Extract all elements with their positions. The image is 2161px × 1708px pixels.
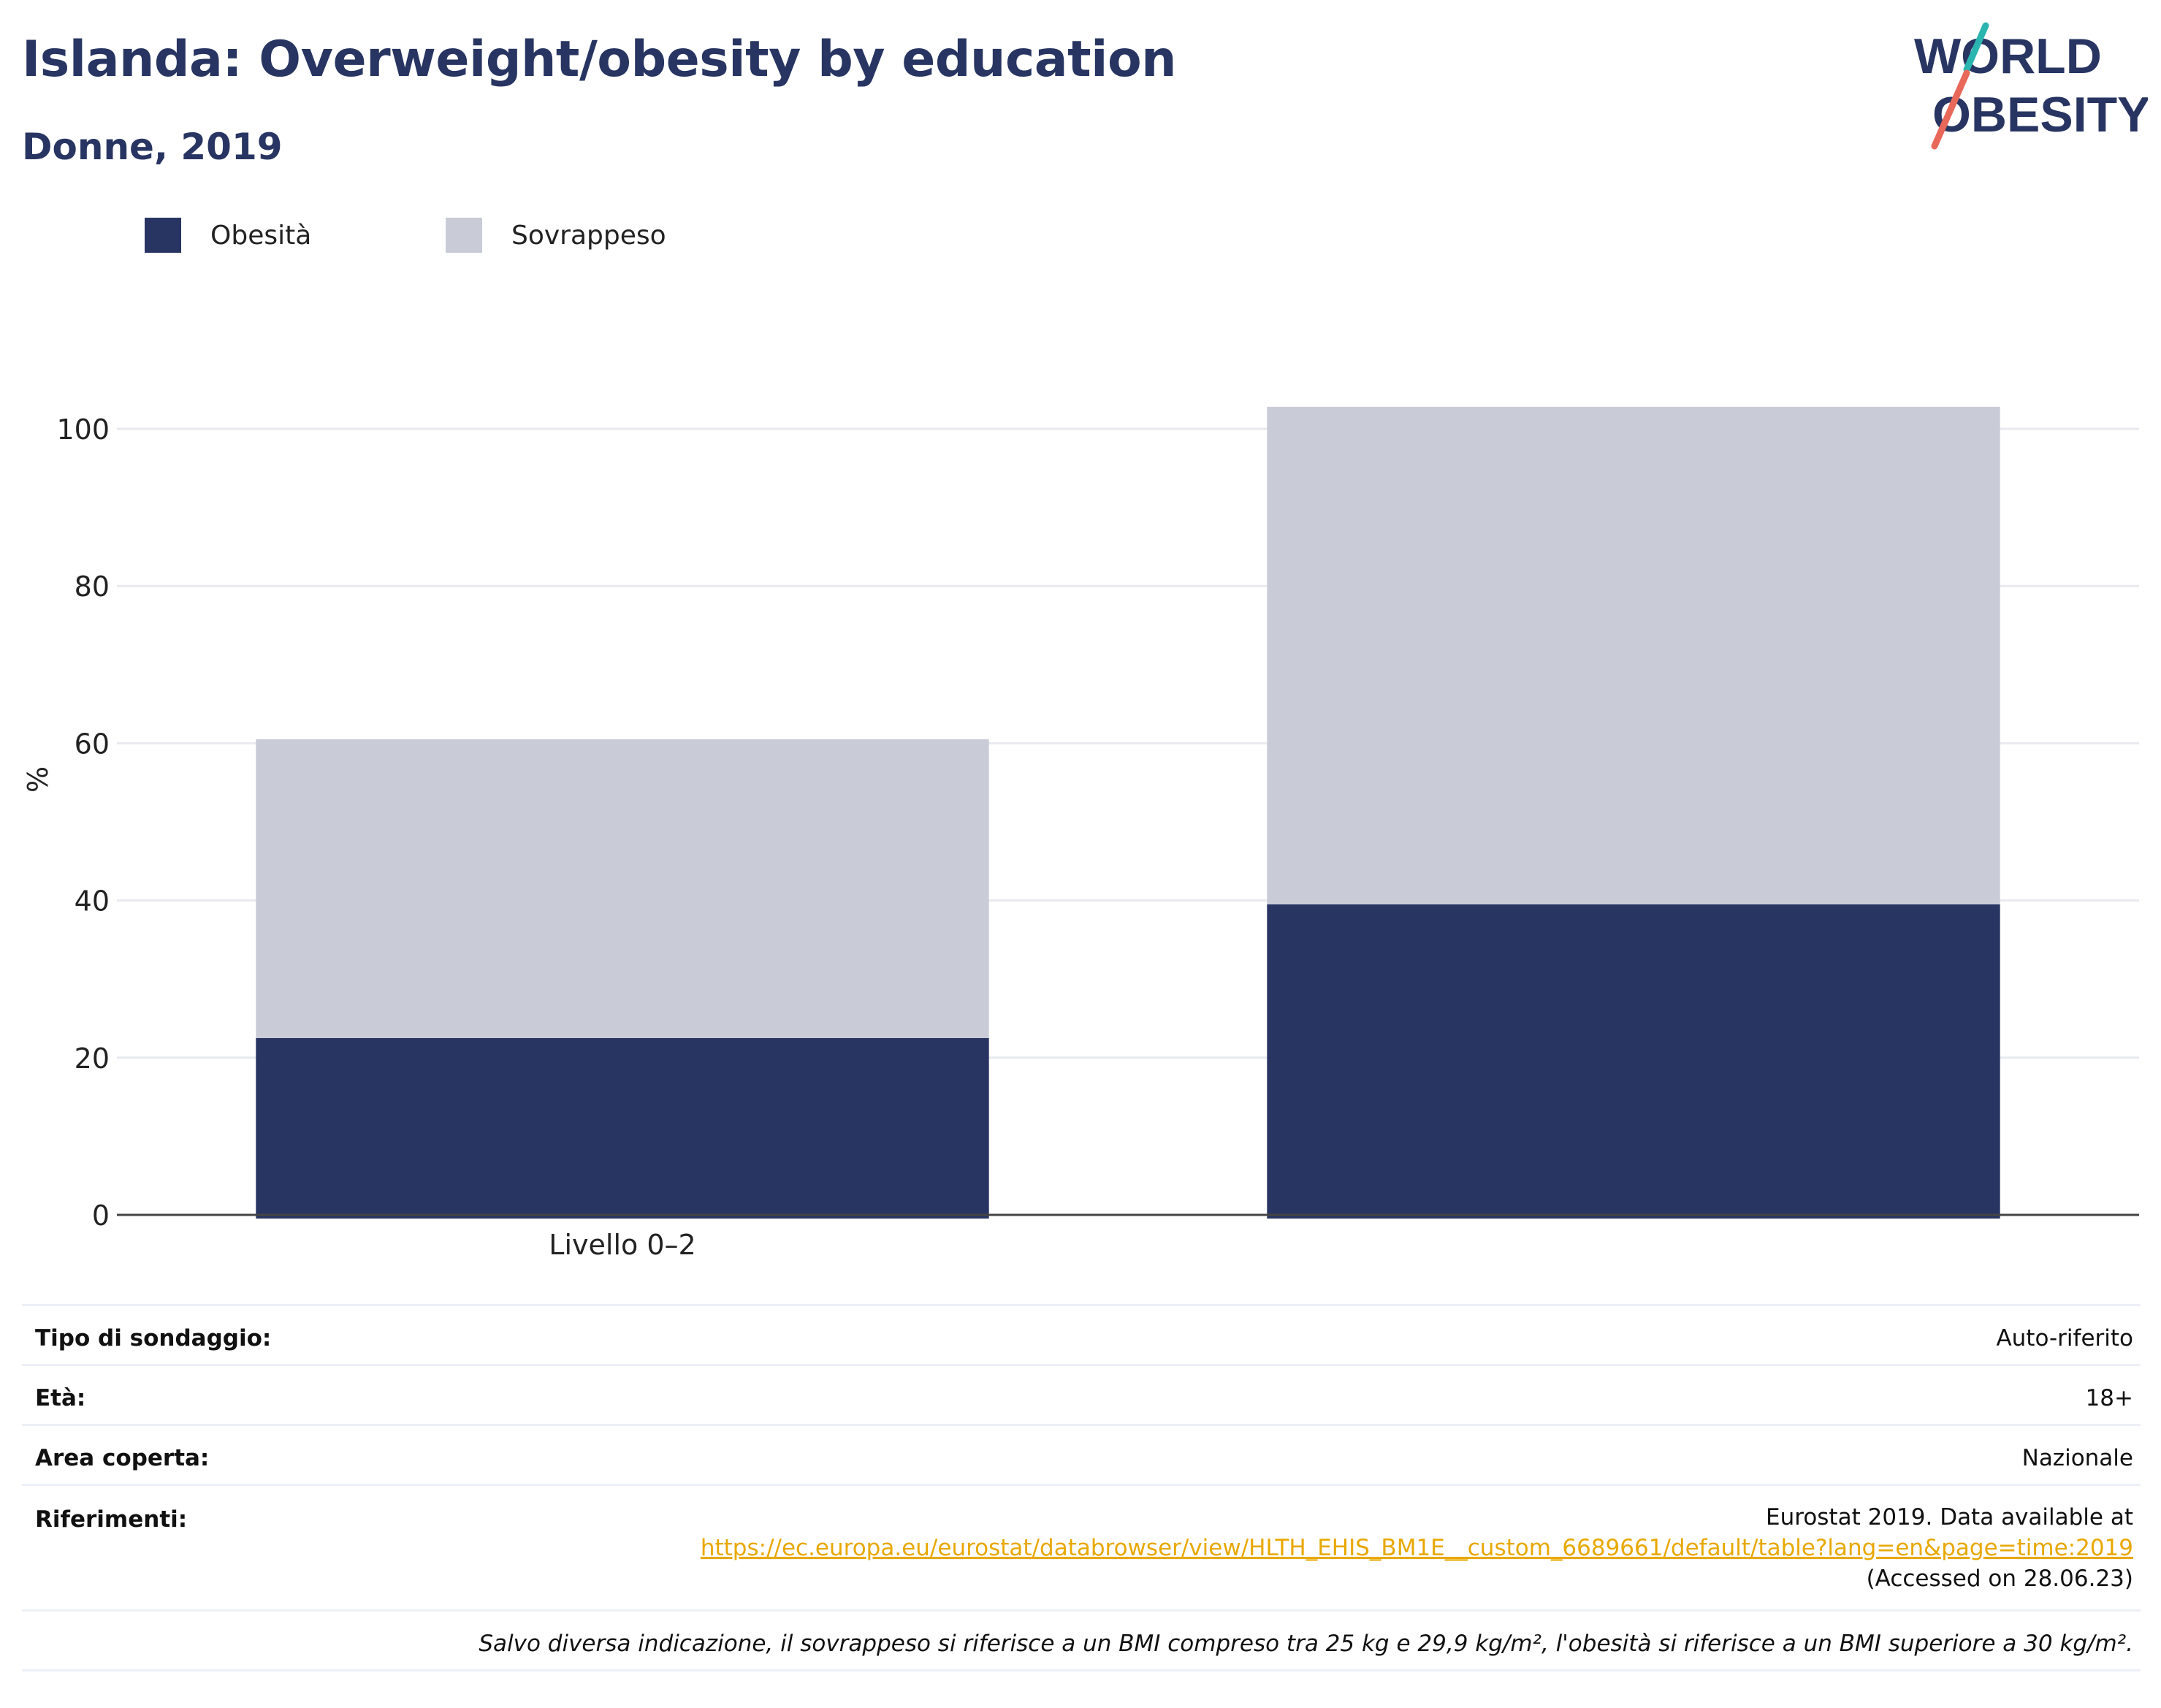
info-label-age: Età:	[35, 1385, 86, 1411]
info-value-area: Nazionale	[2021, 1445, 2133, 1471]
info-bottom-rule	[22, 1669, 2141, 1671]
info-row-survey: Tipo di sondaggio: Auto-riferito	[22, 1304, 2141, 1366]
y-tick-label: 0	[92, 1200, 110, 1232]
bar-sovrappeso-0	[256, 739, 989, 1038]
reference-link[interactable]: https://ec.europa.eu/eurostat/databrowse…	[700, 1535, 2133, 1561]
info-row-references: Riferimenti: Eurostat 2019. Data availab…	[22, 1484, 2141, 1612]
legend-item-obesita[interactable]: Obesità	[145, 218, 311, 253]
bar-sovrappeso-1	[1267, 406, 2000, 904]
logo-slash-coral	[1931, 69, 1970, 150]
info-value-references: Eurostat 2019. Data available at https:/…	[701, 1502, 2133, 1594]
logo-slash-teal	[1963, 22, 1989, 73]
info-row-note: Salvo diversa indicazione, il sovrappeso…	[22, 1609, 2141, 1671]
logo-word-obesity: OBESITY	[1932, 87, 2148, 142]
info-value-survey: Auto-riferito	[1996, 1325, 2133, 1351]
y-axis-title: %	[22, 766, 54, 793]
info-value-age: 18+	[2085, 1385, 2133, 1411]
bar-obesit-0	[256, 1037, 989, 1219]
bar-obesit-1	[1267, 904, 2000, 1219]
world-obesity-logo: WORLD OBESITY	[1914, 22, 2148, 150]
y-tick-label: 20	[75, 1042, 110, 1075]
bmi-note: Salvo diversa indicazione, il sovrappeso…	[479, 1631, 2133, 1657]
info-label-area: Area coperta:	[35, 1445, 210, 1471]
chart-subtitle: Donne, 2019	[22, 126, 283, 168]
legend-label-sovrappeso: Sovrappeso	[511, 220, 666, 251]
logo-word-world: WORLD	[1914, 28, 2102, 84]
info-label-survey: Tipo di sondaggio:	[35, 1325, 272, 1351]
legend-label-obesita: Obesità	[210, 220, 312, 251]
info-row-age: Età: 18+	[22, 1364, 2141, 1426]
info-row-area: Area coperta: Nazionale	[22, 1424, 2141, 1486]
reference-source: Eurostat 2019. Data available at	[1766, 1504, 2133, 1530]
info-label-references: Riferimenti:	[35, 1506, 188, 1533]
x-tick-label: Livello 0–2	[549, 1229, 695, 1261]
y-tick-label: 100	[56, 413, 110, 446]
chart-title: Islanda: Overweight/obesity by education	[22, 31, 1177, 88]
legend-swatch-obesita	[145, 218, 181, 253]
reference-accessed: (Accessed on 28.06.23)	[1866, 1566, 2133, 1592]
bar-chart: 0 20 40 60 80 100 Livello 0–2	[56, 406, 2139, 1261]
legend-swatch-sovrappeso	[446, 218, 482, 253]
legend-item-sovrappeso[interactable]: Sovrappeso	[446, 218, 666, 253]
y-tick-label: 80	[75, 571, 110, 603]
y-tick-label: 40	[75, 885, 110, 918]
y-tick-label: 60	[75, 728, 110, 760]
